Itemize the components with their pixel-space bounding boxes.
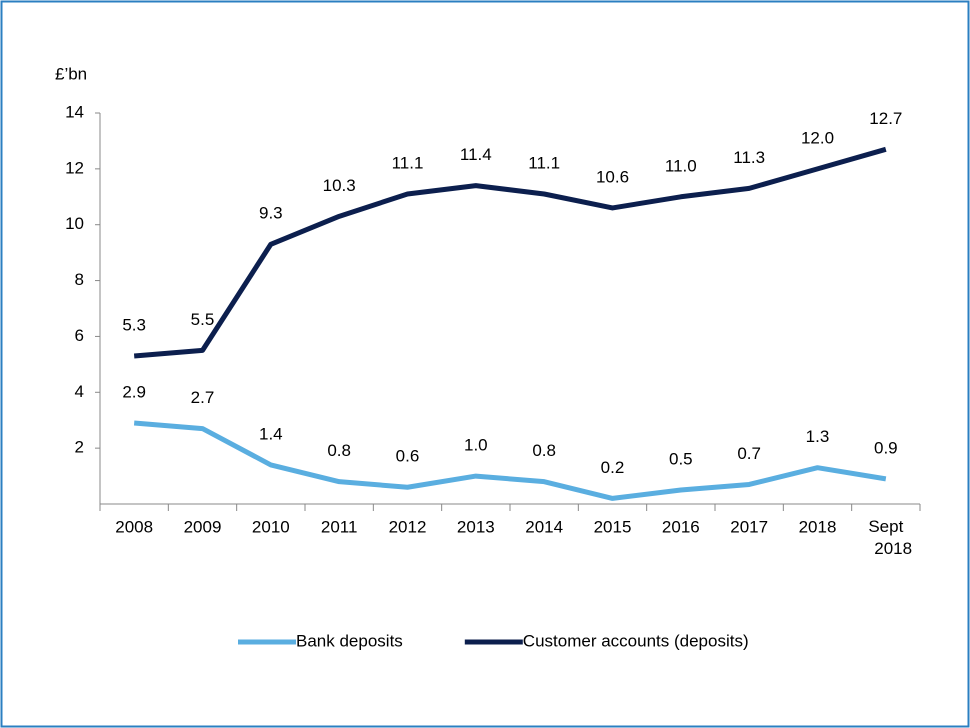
data-label: 0.8 <box>532 441 556 460</box>
x-tick-label: 2014 <box>525 517 563 536</box>
data-label: 2.9 <box>122 382 146 401</box>
data-label: 1.0 <box>464 436 488 455</box>
data-label: 0.6 <box>396 447 420 466</box>
data-label: 11.0 <box>665 156 697 175</box>
y-tick-label: 14 <box>65 102 84 121</box>
data-label: 0.8 <box>327 441 351 460</box>
series-line <box>133 420 887 501</box>
legend-label: Bank deposits <box>296 631 403 650</box>
data-label: 2.7 <box>191 388 215 407</box>
x-tick-label: 2012 <box>389 517 427 536</box>
x-tick-label: 2016 <box>662 517 700 536</box>
data-label: 1.4 <box>259 424 283 443</box>
y-tick-label: 12 <box>65 158 84 177</box>
data-label: 11.1 <box>392 153 424 172</box>
x-tick-label: 2011 <box>321 517 358 536</box>
data-label: 11.3 <box>733 148 765 167</box>
data-label: 10.6 <box>596 167 629 186</box>
data-label: 0.5 <box>669 450 693 469</box>
y-tick-label: 2 <box>75 438 84 457</box>
x-tick-label: 2009 <box>184 517 222 536</box>
x-tick-label: 2015 <box>594 517 632 536</box>
legend-label: Customer accounts (deposits) <box>523 631 749 650</box>
data-label: 11.1 <box>528 153 560 172</box>
x-tick-label: 2013 <box>457 517 495 536</box>
y-tick-label: 6 <box>75 326 84 345</box>
series-line <box>133 146 887 359</box>
data-label: 5.5 <box>191 310 215 329</box>
x-tick-label: 2008 <box>115 517 153 536</box>
data-label: 10.3 <box>323 176 356 195</box>
x-tick-label: 2018 <box>799 517 837 536</box>
data-label: 9.3 <box>259 204 283 223</box>
x-tick-label: 2010 <box>252 517 290 536</box>
data-label: 0.7 <box>737 444 761 463</box>
data-label: 0.2 <box>601 458 625 477</box>
x-tick-label: 2017 <box>730 517 768 536</box>
data-label: 5.3 <box>122 315 146 334</box>
x-tick-label: Sept 2018 <box>868 517 912 558</box>
y-tick-label: 4 <box>75 382 84 401</box>
data-label: 11.4 <box>460 145 492 164</box>
y-tick-label: 10 <box>65 214 84 233</box>
data-label: 12.7 <box>869 109 902 128</box>
data-label: 12.0 <box>801 128 834 147</box>
y-tick-label: 8 <box>75 270 84 289</box>
data-label: 1.3 <box>806 427 830 446</box>
data-label: 0.9 <box>874 438 898 457</box>
y-axis-label: £’bn <box>55 64 87 83</box>
